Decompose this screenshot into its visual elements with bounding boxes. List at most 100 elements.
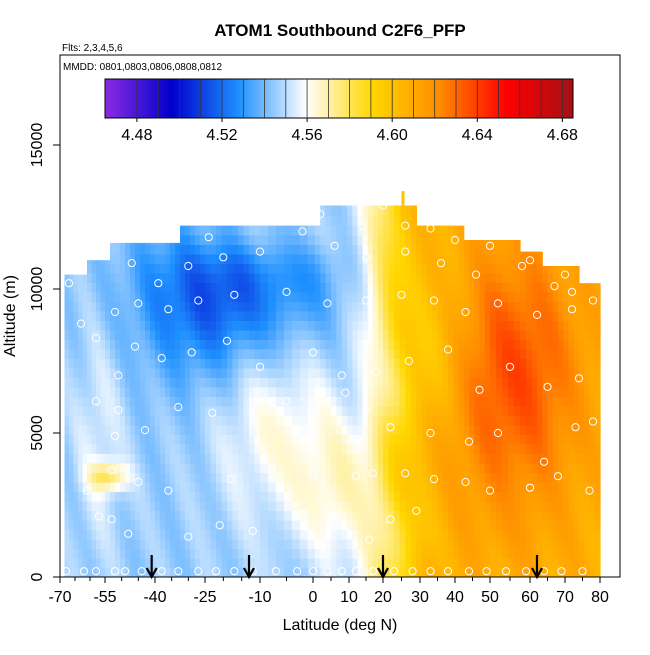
heatmap-cell bbox=[432, 225, 439, 236]
heatmap-cell bbox=[421, 310, 428, 321]
heatmap-cell bbox=[458, 529, 465, 540]
heatmap-cell bbox=[458, 367, 465, 378]
heatmap-cell bbox=[367, 253, 374, 264]
heatmap-cell bbox=[383, 558, 390, 569]
heatmap-cell bbox=[205, 529, 212, 540]
heatmap-cell bbox=[458, 510, 465, 521]
heatmap-cell bbox=[210, 491, 217, 502]
heatmap-cell bbox=[125, 482, 131, 493]
heatmap-cell bbox=[579, 415, 585, 426]
heatmap-cell bbox=[100, 415, 106, 426]
sample-point bbox=[557, 567, 566, 576]
heatmap-cell bbox=[341, 358, 348, 369]
heatmap-cell bbox=[367, 272, 374, 283]
heatmap-cell bbox=[254, 282, 261, 293]
heatmap-cell bbox=[267, 558, 277, 569]
heatmap-cell bbox=[394, 424, 401, 435]
heatmap-cell bbox=[69, 348, 75, 359]
heatmap-cell bbox=[502, 367, 509, 378]
heatmap-cell bbox=[82, 539, 88, 550]
heatmap-cell bbox=[531, 367, 538, 378]
heatmap-cell bbox=[145, 396, 151, 407]
heatmap-cell bbox=[377, 386, 384, 397]
heatmap-cell bbox=[150, 443, 156, 454]
heatmap-cell bbox=[180, 358, 186, 369]
heatmap-cell bbox=[514, 539, 521, 550]
heatmap-cell bbox=[135, 415, 141, 426]
heatmap-cell bbox=[232, 443, 239, 454]
heatmap-cell bbox=[568, 510, 575, 521]
heatmap-cell bbox=[299, 282, 309, 293]
heatmap-cell bbox=[125, 310, 131, 321]
heatmap-cell bbox=[69, 482, 75, 493]
heatmap-cell bbox=[336, 310, 343, 321]
heatmap-cell bbox=[421, 367, 428, 378]
heatmap-cell bbox=[584, 377, 591, 388]
heatmap-cell bbox=[291, 405, 301, 416]
heatmap-cell bbox=[336, 244, 343, 255]
heatmap-cell bbox=[91, 510, 97, 521]
heatmap-cell bbox=[160, 424, 166, 435]
heatmap-cell bbox=[105, 263, 111, 274]
heatmap-cell bbox=[558, 320, 564, 331]
heatmap-cell bbox=[442, 453, 449, 464]
heatmap-cell bbox=[594, 491, 601, 502]
heatmap-cell bbox=[442, 253, 449, 264]
heatmap-cell bbox=[221, 548, 228, 559]
heatmap-cell bbox=[283, 396, 293, 407]
heatmap-cell bbox=[180, 244, 186, 255]
heatmap-cell bbox=[238, 263, 245, 274]
heatmap-cell bbox=[508, 329, 515, 340]
heatmap-cell bbox=[175, 348, 181, 359]
heatmap-cell bbox=[568, 320, 575, 331]
heatmap-cell bbox=[87, 377, 93, 388]
heatmap-cell bbox=[221, 396, 228, 407]
heatmap-cell bbox=[416, 443, 423, 454]
heatmap-cell bbox=[195, 443, 201, 454]
heatmap-cell bbox=[508, 539, 515, 550]
heatmap-cell bbox=[73, 434, 79, 445]
heatmap-cell bbox=[314, 339, 321, 350]
heatmap-cell bbox=[573, 453, 580, 464]
heatmap-cell bbox=[238, 244, 245, 255]
heatmap-cell bbox=[210, 472, 217, 483]
heatmap-cell bbox=[568, 482, 575, 493]
heatmap-cell bbox=[130, 386, 136, 397]
heatmap-cell bbox=[135, 520, 141, 531]
heatmap-cell bbox=[336, 491, 343, 502]
heatmap-cell bbox=[432, 567, 439, 577]
heatmap-cell bbox=[180, 272, 186, 283]
heatmap-cell bbox=[130, 434, 136, 445]
heatmap-cell bbox=[410, 206, 417, 217]
heatmap-cell bbox=[87, 260, 93, 264]
heatmap-cell bbox=[520, 301, 527, 312]
heatmap-cell bbox=[341, 291, 348, 302]
heatmap-cell bbox=[479, 491, 486, 502]
heatmap-cell bbox=[190, 386, 196, 397]
heatmap-cell bbox=[87, 272, 93, 283]
heatmap-cell bbox=[427, 358, 433, 369]
heatmap-cell bbox=[87, 367, 93, 378]
heatmap-cell bbox=[96, 291, 102, 302]
heatmap-cell bbox=[307, 386, 316, 397]
heatmap-cell bbox=[190, 348, 196, 359]
heatmap-cell bbox=[453, 348, 460, 359]
heatmap-cell bbox=[115, 443, 121, 454]
heatmap-cell bbox=[405, 491, 412, 502]
sample-point bbox=[337, 567, 346, 576]
heatmap-cell bbox=[283, 434, 293, 445]
heatmap-cell bbox=[453, 472, 460, 483]
heatmap-cell bbox=[453, 320, 460, 331]
heatmap-cell bbox=[584, 529, 591, 540]
heatmap-cell bbox=[260, 282, 269, 293]
heatmap-cell bbox=[589, 529, 596, 540]
heatmap-cell bbox=[249, 539, 256, 550]
heatmap-cell bbox=[190, 491, 196, 502]
heatmap-cell bbox=[275, 263, 285, 274]
heatmap-cell bbox=[352, 367, 359, 378]
heatmap-cell bbox=[589, 501, 596, 512]
heatmap-cell bbox=[232, 367, 239, 378]
heatmap-cell bbox=[388, 310, 395, 321]
heatmap-cell bbox=[508, 424, 515, 435]
heatmap-cell bbox=[589, 539, 596, 550]
